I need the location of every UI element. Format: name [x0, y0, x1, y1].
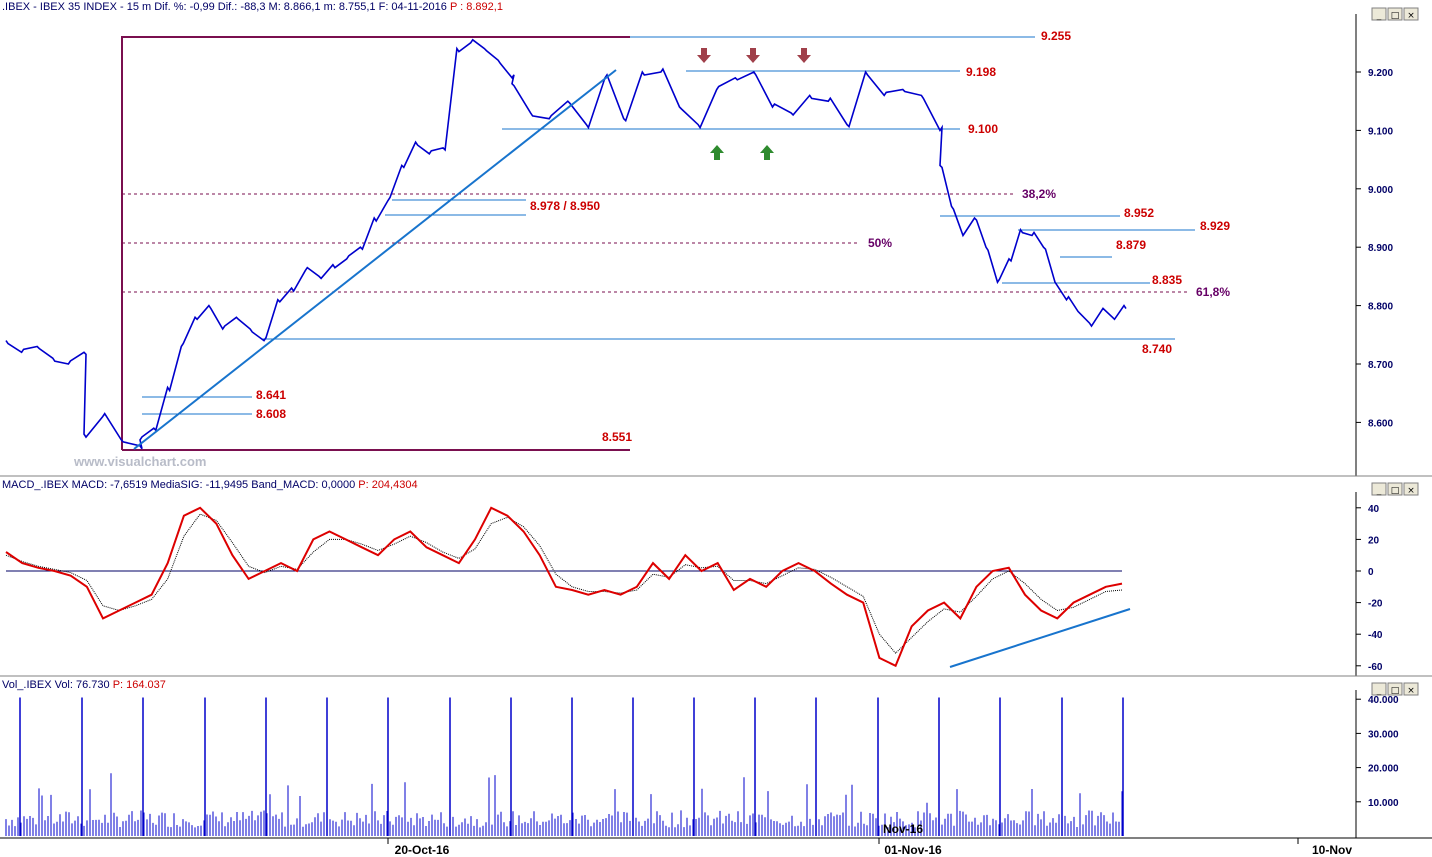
panel-close-button[interactable]: × [1403, 482, 1419, 496]
panel-close-button[interactable]: × [1403, 7, 1419, 21]
level-label: 8.879 [1116, 238, 1146, 252]
macd-line [5, 506, 1123, 668]
volume-header-text: Vol_.IBEX Vol: 76.730 [2, 679, 110, 691]
fib-level-label: 50% [868, 236, 892, 250]
macd-header: MACD_.IBEX MACD: -7,6519 MediaSIG: -11,9… [2, 479, 418, 491]
down-arrow-icon [697, 48, 711, 63]
volume-spike-bars [19, 697, 1124, 836]
time-tick-label: 20-Oct-16 [395, 843, 450, 857]
time-tick-label: 10-Nov [1312, 843, 1352, 857]
down-arrow-icon [797, 48, 811, 63]
button-face [1403, 482, 1419, 496]
level-label: 8.740 [1142, 342, 1172, 356]
close-icon: × [1407, 11, 1415, 21]
panel-max-button[interactable]: □ [1387, 482, 1403, 496]
min-icon: _ [1376, 486, 1382, 496]
volume-tick-label: 30.000 [1368, 729, 1399, 740]
max-icon: □ [1391, 686, 1400, 696]
volume-tick-label: 40.000 [1368, 695, 1399, 706]
price-tick-label: 9.100 [1368, 126, 1393, 137]
button-face [1371, 682, 1387, 696]
macd-tick-label: 20 [1368, 535, 1380, 546]
volume-tick-label: 20.000 [1368, 764, 1399, 775]
price-header: .IBEX - IBEX 35 INDEX - 15 m Dif. %: -0,… [2, 1, 503, 13]
panel-min-button[interactable]: _ [1371, 7, 1387, 21]
level-label: 8.835 [1152, 273, 1182, 287]
time-tick-label: Nov-16 [883, 822, 923, 836]
button-face [1403, 682, 1419, 696]
macd-tick-label: -40 [1368, 630, 1383, 641]
macd-header-last: P: 204,4304 [358, 479, 418, 491]
macd-header-text: MACD_.IBEX MACD: -7,6519 MediaSIG: -11,9… [2, 479, 356, 491]
price-tick-label: 8.800 [1368, 302, 1393, 313]
level-label: 9.255 [1041, 29, 1071, 43]
button-face [1387, 482, 1403, 496]
signal-line [5, 513, 1123, 654]
price-series-line [5, 38, 1127, 450]
volume-header-last: P: 164.037 [112, 679, 166, 691]
level-label: 8.929 [1200, 219, 1230, 233]
level-label: 8.641 [256, 388, 286, 402]
macd-tick-label: -20 [1368, 599, 1383, 610]
watermark-text: www.visualchart.com [73, 454, 206, 469]
max-icon: □ [1391, 11, 1400, 21]
support-trendline [133, 69, 617, 450]
button-face [1371, 482, 1387, 496]
volume-tick-label: 10.000 [1368, 798, 1399, 809]
button-face [1371, 7, 1387, 21]
price-tick-label: 8.900 [1368, 243, 1393, 254]
button-face [1387, 7, 1403, 21]
panel-close-button[interactable]: × [1403, 682, 1419, 696]
close-icon: × [1407, 686, 1415, 696]
fib-level-label: 61,8% [1196, 285, 1230, 299]
price-tick-label: 8.700 [1368, 360, 1393, 371]
macd-tick-label: -60 [1368, 662, 1383, 673]
min-icon: _ [1376, 11, 1382, 21]
price-tick-label: 9.200 [1368, 68, 1393, 79]
macd-tick-label: 40 [1368, 504, 1380, 515]
panel-min-button[interactable]: _ [1371, 482, 1387, 496]
button-face [1387, 682, 1403, 696]
price-header-text: .IBEX - IBEX 35 INDEX - 15 m Dif. %: -0,… [2, 1, 447, 13]
volume-bars [5, 773, 1123, 836]
max-icon: □ [1391, 486, 1400, 496]
level-label: 8.551 [602, 430, 632, 444]
level-label: 8.978 / 8.950 [530, 199, 600, 213]
level-label: 9.100 [968, 122, 998, 136]
fib-frame [121, 36, 630, 450]
up-arrow-icon [710, 145, 724, 160]
price-tick-label: 9.000 [1368, 185, 1393, 196]
time-tick-label: 01-Nov-16 [884, 843, 942, 857]
level-label: 9.198 [966, 65, 996, 79]
price-header-last: P : 8.892,1 [449, 1, 503, 13]
down-arrow-icon [746, 48, 760, 63]
fib-level-label: 38,2% [1022, 187, 1056, 201]
level-label: 8.952 [1124, 206, 1154, 220]
button-face [1403, 7, 1419, 21]
price-tick-label: 8.600 [1368, 418, 1393, 429]
min-icon: _ [1376, 686, 1382, 696]
panel-max-button[interactable]: □ [1387, 682, 1403, 696]
up-arrow-icon [760, 145, 774, 160]
close-icon: × [1407, 486, 1415, 496]
volume-header: Vol_.IBEX Vol: 76.730 P: 164.037 [2, 679, 166, 691]
level-label: 8.608 [256, 407, 286, 421]
panel-max-button[interactable]: □ [1387, 7, 1403, 21]
macd-divergence-trendline [949, 608, 1131, 668]
panel-min-button[interactable]: _ [1371, 682, 1387, 696]
macd-tick-label: 0 [1368, 567, 1374, 578]
